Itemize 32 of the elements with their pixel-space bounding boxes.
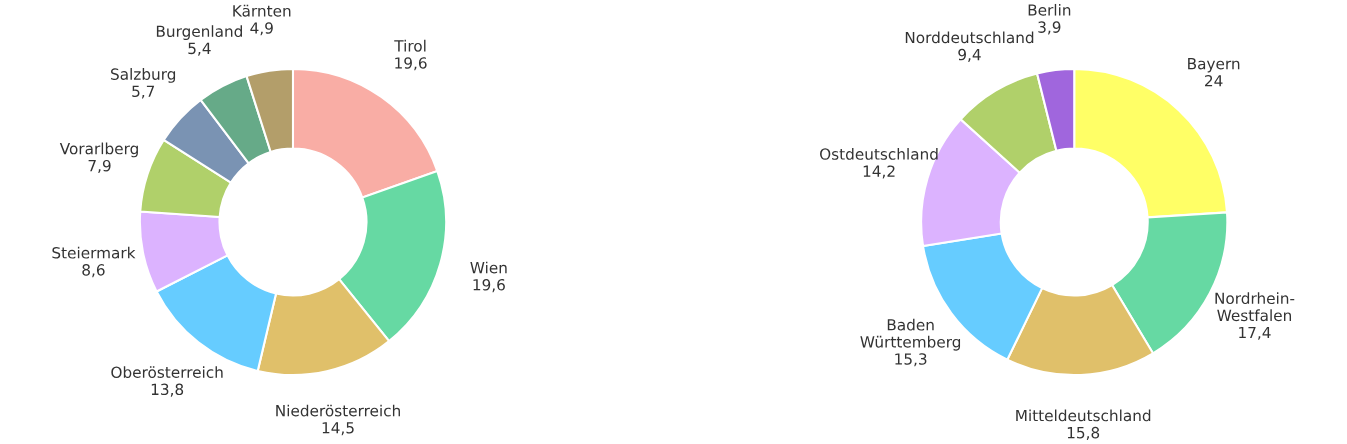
slice-label: Nordrhein- Westfalen: [1215, 292, 1295, 322]
data-label: 9,4: [958, 48, 981, 62]
slice-label: Wien: [470, 261, 507, 274]
slice-label: Baden Württemberg: [860, 318, 961, 351]
slice-label: Burgenland: [156, 25, 242, 40]
data-label: 19,6: [395, 57, 427, 71]
data-label: 5,7: [132, 85, 155, 99]
data-label: 8,6: [82, 264, 105, 278]
slice-label: Oberösterreich: [111, 366, 223, 378]
data-label: 19,6: [473, 279, 505, 293]
slice-label: Salzburg: [111, 68, 176, 83]
slice-label: Mitteldeutschland: [1016, 409, 1151, 422]
data-label: 3,9: [1038, 21, 1061, 35]
data-label: 15,8: [1067, 426, 1100, 440]
slice-label: Ostdeutschland: [820, 148, 938, 160]
data-label: 14,2: [863, 165, 895, 179]
data-label: 7,9: [88, 159, 111, 174]
slice-label: Kärnten: [233, 4, 291, 17]
data-label: 13,8: [151, 383, 184, 397]
slice-label: Steiermark: [52, 246, 136, 259]
slice-label: Berlin: [1028, 3, 1071, 16]
data-label: 4,9: [250, 22, 273, 36]
slice-label: Bayern: [1188, 58, 1240, 73]
slice-label: Norddeutschland: [905, 31, 1034, 44]
data-label: 17,4: [1239, 326, 1271, 340]
slice-label: Vorarlberg: [59, 142, 138, 158]
slice-label: Tirol: [394, 39, 426, 52]
data-label: 14,5: [322, 422, 354, 436]
data-label: 24: [1205, 74, 1223, 87]
slice-label: Niederösterreich: [276, 404, 400, 417]
data-label: 5,4: [188, 42, 211, 56]
data-label: 15,3: [895, 353, 927, 367]
